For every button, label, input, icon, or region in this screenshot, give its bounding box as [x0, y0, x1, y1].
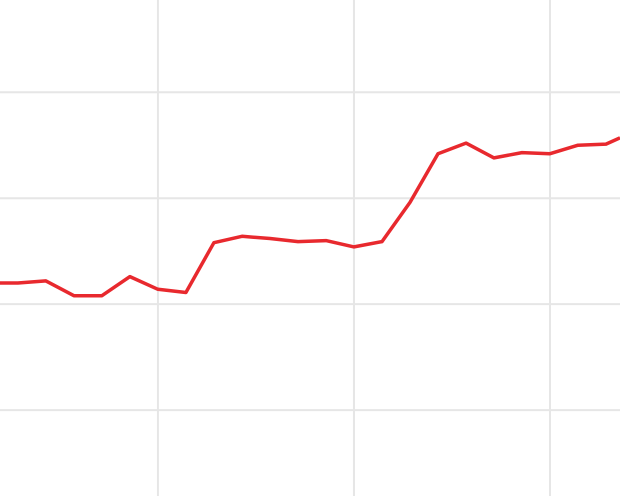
- series: [0, 136, 620, 298]
- series-line: [0, 136, 620, 298]
